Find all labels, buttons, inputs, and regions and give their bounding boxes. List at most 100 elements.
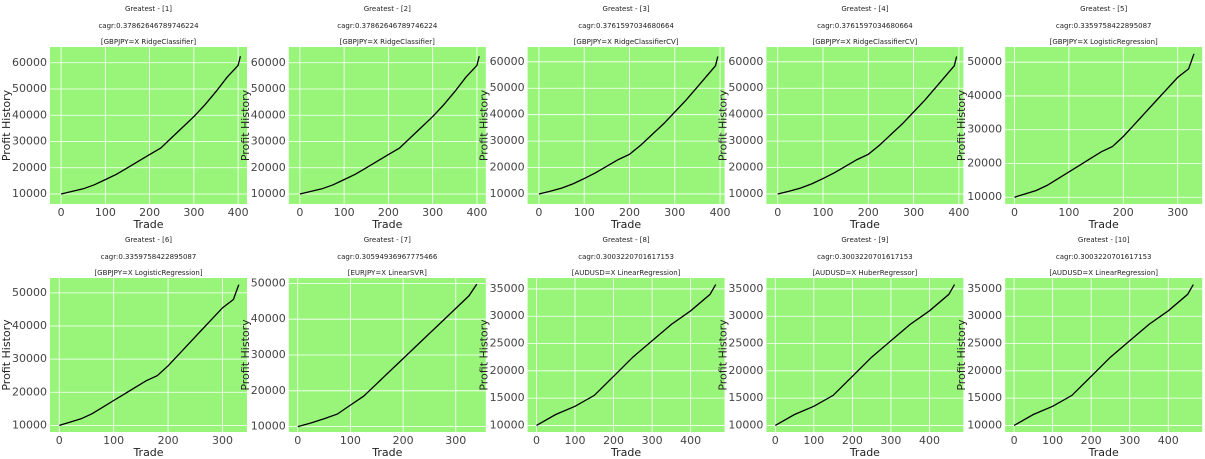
y-tick-label: 25000	[967, 337, 1002, 350]
y-tick-label: 60000	[251, 56, 286, 69]
x-tick-label: 300	[642, 434, 663, 447]
chart-caption: [GBPJPY=X RidgeClassifierCV]	[812, 38, 917, 46]
x-tick-label: 200	[393, 434, 414, 447]
chart-subtitle: cagr:0.30594936967775466	[337, 253, 438, 261]
y-axis-label: Profit History	[716, 319, 729, 391]
x-axis-label: Trade	[132, 218, 163, 231]
subplot: Greatest - [7] cagr:0.30594936967775466 [E…	[239, 236, 486, 459]
y-tick-label: 25000	[490, 337, 525, 350]
y-tick-label: 20000	[12, 385, 47, 398]
x-tick-label: 0	[533, 434, 540, 447]
x-tick-label: 0	[294, 434, 301, 447]
chart-title: Greatest - [7]	[364, 236, 411, 244]
subplot: Greatest - [4] cagr:0.3761597034680664 [GB…	[716, 5, 969, 231]
y-axis-label: Profit History	[955, 89, 968, 161]
chart-caption: [GBPJPY=X RidgeClassifier]	[340, 38, 435, 46]
y-tick-label: 50000	[12, 82, 47, 95]
x-tick-label: 0	[1011, 206, 1018, 219]
y-axis-label: Profit History	[478, 319, 491, 391]
y-axis-label: Profit History	[0, 319, 13, 391]
x-tick-label: 100	[103, 434, 124, 447]
chart-title: Greatest - [8]	[603, 236, 650, 244]
y-tick-label: 30000	[728, 309, 763, 322]
y-tick-label: 30000	[967, 309, 1002, 322]
x-tick-label: 300	[903, 206, 924, 219]
y-axis-label: Profit History	[478, 89, 491, 161]
x-axis-label: Trade	[1088, 218, 1119, 231]
chart-subtitle: cagr:0.3761597034680664	[817, 22, 913, 30]
x-tick-label: 200	[1081, 434, 1102, 447]
subplot: Greatest - [1] cagr:0.37862646789746224 [G…	[0, 5, 249, 231]
profit-line	[777, 56, 958, 195]
profit-line	[774, 284, 956, 426]
x-tick-label: 200	[842, 434, 863, 447]
chart-subtitle: cagr:0.37862646789746224	[98, 22, 199, 30]
x-tick-label: 400	[919, 434, 940, 447]
x-tick-label: 100	[574, 206, 595, 219]
subplot: Greatest - [5] cagr:0.3359758422895087 [GB…	[955, 5, 1203, 231]
y-tick-label: 20000	[728, 364, 763, 377]
chart-title: Greatest - [5]	[1080, 5, 1127, 13]
y-tick-label: 10000	[490, 418, 525, 431]
x-tick-label: 400	[948, 206, 969, 219]
x-tick-label: 0	[772, 434, 779, 447]
plot-area	[527, 278, 725, 432]
subplot: Greatest - [8] cagr:0.3003220701617153 [AU…	[478, 236, 725, 459]
y-tick-label: 20000	[12, 161, 47, 174]
plot-area	[766, 278, 964, 432]
x-tick-label: 300	[183, 206, 204, 219]
profit-line	[59, 284, 240, 427]
chart-subtitle: cagr:0.37862646789746224	[337, 22, 438, 30]
x-tick-label: 400	[710, 206, 731, 219]
x-tick-label: 400	[228, 206, 249, 219]
x-tick-label: 400	[466, 206, 487, 219]
chart-title: Greatest - [9]	[841, 236, 888, 244]
y-tick-label: 40000	[251, 108, 286, 121]
y-tick-label: 60000	[490, 55, 525, 68]
y-axis-label: Profit History	[239, 319, 252, 391]
y-tick-label: 10000	[12, 187, 47, 200]
x-tick-label: 200	[858, 206, 879, 219]
y-tick-label: 10000	[728, 187, 763, 200]
y-tick-label: 50000	[251, 276, 286, 289]
y-tick-label: 30000	[12, 352, 47, 365]
y-tick-label: 10000	[728, 418, 763, 431]
y-tick-label: 40000	[967, 89, 1002, 102]
x-tick-label: 200	[1113, 206, 1134, 219]
x-tick-label: 300	[212, 434, 233, 447]
profit-line	[60, 56, 242, 195]
chart-title: Greatest - [6]	[125, 236, 172, 244]
chart-title: Greatest - [4]	[841, 5, 888, 13]
x-tick-label: 100	[95, 206, 116, 219]
x-tick-label: 400	[1158, 434, 1179, 447]
x-tick-label: 200	[139, 206, 160, 219]
y-tick-label: 20000	[251, 161, 286, 174]
y-tick-label: 30000	[12, 135, 47, 148]
x-tick-label: 300	[1119, 434, 1140, 447]
y-tick-label: 50000	[967, 55, 1002, 68]
x-tick-label: 0	[58, 206, 65, 219]
x-tick-label: 200	[378, 206, 399, 219]
subplot: Greatest - [2] cagr:0.37862646789746224 [G…	[239, 5, 488, 231]
y-tick-label: 30000	[490, 134, 525, 147]
y-tick-label: 30000	[251, 135, 286, 148]
y-tick-label: 10000	[251, 187, 286, 200]
x-axis-label: Trade	[849, 446, 880, 459]
x-tick-label: 300	[880, 434, 901, 447]
profit-line	[538, 56, 719, 195]
plot-area	[1005, 278, 1203, 432]
x-tick-label: 300	[422, 206, 443, 219]
x-axis-label: Trade	[610, 446, 641, 459]
y-axis-label: Profit History	[716, 89, 729, 161]
x-tick-label: 100	[1058, 206, 1079, 219]
plot-area	[527, 47, 725, 204]
x-axis-label: Trade	[371, 218, 402, 231]
x-tick-label: 100	[334, 206, 355, 219]
x-tick-label: 0	[774, 206, 781, 219]
y-tick-label: 40000	[12, 319, 47, 332]
y-tick-label: 50000	[728, 81, 763, 94]
y-tick-label: 10000	[967, 418, 1002, 431]
plot-area	[766, 47, 964, 204]
x-axis-label: Trade	[849, 218, 880, 231]
y-tick-label: 35000	[967, 282, 1002, 295]
